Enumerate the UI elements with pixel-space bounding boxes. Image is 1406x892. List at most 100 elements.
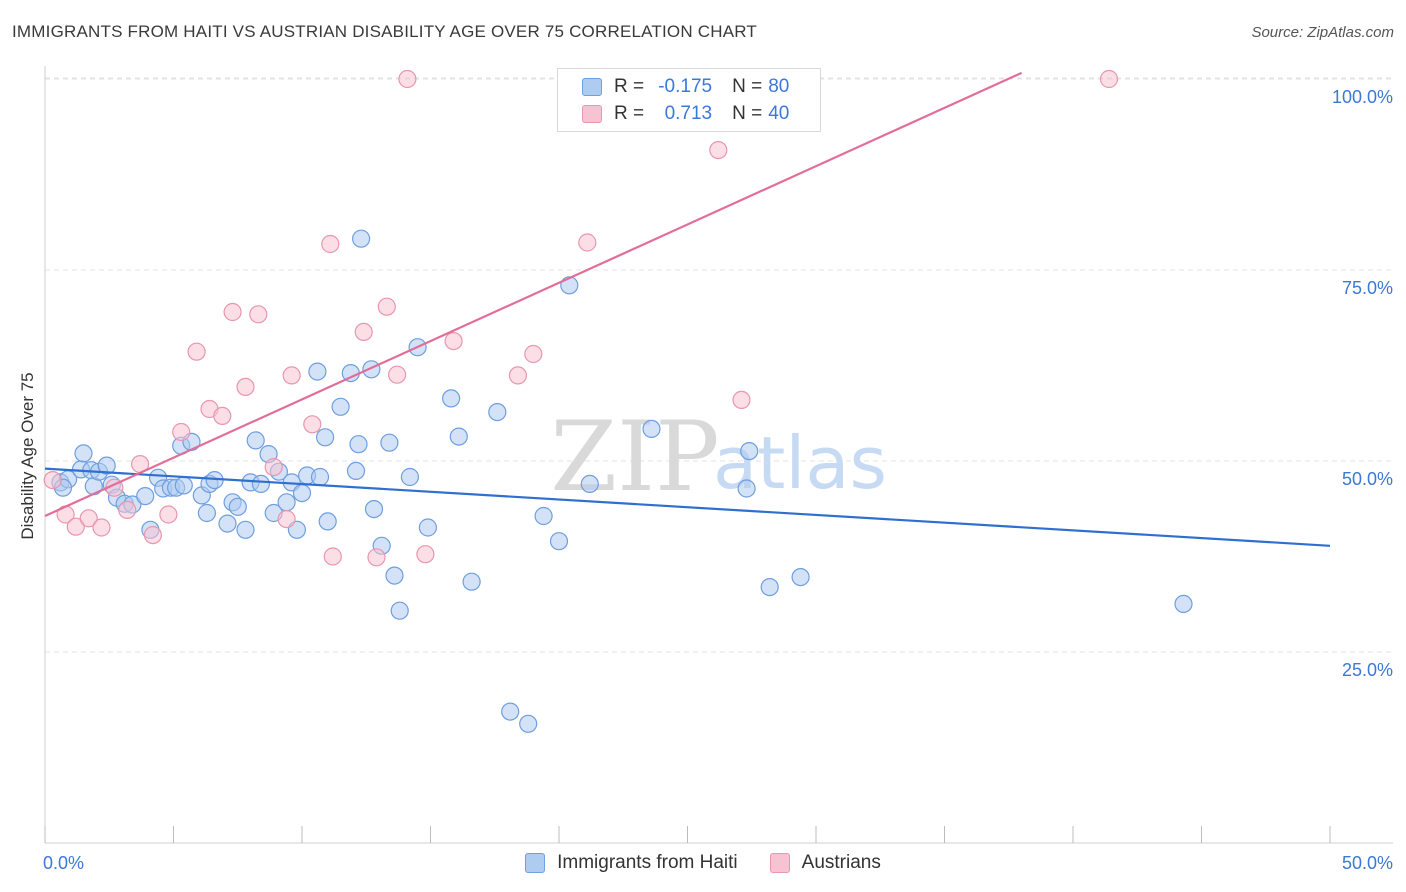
data-point-austrians: [249, 305, 268, 324]
data-point-austrians: [709, 141, 728, 160]
legend-label-haiti: Immigrants from Haiti: [557, 852, 738, 873]
data-point-haiti: [737, 479, 756, 498]
n-label: N =: [732, 76, 763, 97]
data-point-austrians: [416, 545, 435, 564]
data-point-austrians: [66, 517, 85, 536]
data-point-haiti: [352, 229, 371, 248]
legend-item-austrians: Austrians: [769, 852, 881, 874]
data-point-haiti: [385, 566, 404, 585]
axes: [44, 66, 1393, 844]
grid-lines: [45, 77, 1393, 653]
data-point-austrians: [236, 377, 255, 396]
chart-title: IMMIGRANTS FROM HAITI VS AUSTRIAN DISABI…: [12, 22, 757, 41]
data-point-austrians: [321, 234, 340, 254]
r-label: R =: [614, 76, 645, 97]
data-point-haiti: [228, 497, 247, 516]
data-point-austrians: [159, 505, 178, 524]
tick-labels: 25.0% 50.0% 75.0% 100.0% 0.0% 50.0%: [43, 87, 1393, 873]
data-point-haiti: [488, 403, 507, 422]
legend-swatch-austrians: [582, 105, 602, 123]
n-value: 80: [768, 76, 790, 97]
data-point-haiti: [236, 520, 255, 539]
data-point-haiti: [560, 276, 579, 295]
legend-label-austrians: Austrians: [801, 852, 881, 873]
r-value: -0.175: [658, 76, 713, 97]
trend-line-austrians: [44, 71, 1023, 518]
watermark-zip: ZIP: [550, 401, 719, 513]
data-point-haiti: [740, 442, 759, 461]
data-point-austrians: [524, 344, 543, 364]
data-point-haiti: [390, 601, 409, 620]
data-point-haiti: [136, 487, 155, 506]
data-point-austrians: [367, 548, 386, 567]
data-point-haiti: [362, 360, 381, 379]
y-tick-label: 75.0%: [1342, 278, 1393, 298]
legend-swatch-haiti: [582, 78, 602, 96]
legend-item-haiti: Immigrants from Haiti: [525, 852, 738, 874]
series-legend: Immigrants from Haiti Austrians: [0, 852, 1406, 874]
data-point-austrians: [277, 509, 296, 529]
data-point-haiti: [519, 714, 538, 733]
data-point-haiti: [549, 532, 569, 551]
data-point-austrians: [92, 518, 111, 537]
data-point-austrians: [118, 500, 137, 519]
data-point-austrians: [187, 342, 206, 361]
data-point-austrians: [444, 332, 463, 351]
data-point-austrians: [172, 422, 191, 442]
correlation-legend: R = -0.175 N = 80 R = 0.713 N = 40: [557, 68, 821, 132]
data-point-austrians: [508, 366, 528, 385]
data-point-haiti: [316, 428, 335, 447]
series-haiti-points: [51, 229, 1193, 733]
source-label: Source: ZipAtlas.com: [1251, 24, 1394, 41]
x-tick-label: 0.0%: [43, 853, 84, 873]
data-point-haiti: [462, 572, 481, 591]
r-value: 0.713: [664, 103, 713, 124]
n-label: N =: [732, 103, 763, 124]
data-point-haiti: [308, 362, 327, 381]
data-point-haiti: [418, 518, 437, 537]
data-point-haiti: [318, 512, 337, 531]
data-point-haiti: [380, 433, 399, 452]
data-point-haiti: [791, 567, 810, 587]
data-point-austrians: [264, 458, 283, 477]
data-point-austrians: [377, 297, 396, 316]
y-tick-label: 50.0%: [1342, 469, 1393, 489]
data-point-haiti: [292, 484, 312, 503]
legend-swatch-austrians: [769, 853, 790, 873]
data-point-haiti: [97, 456, 116, 475]
legend-row-austrians: R = 0.713 N = 40: [582, 101, 789, 127]
data-point-austrians: [43, 471, 62, 490]
n-value: 40: [768, 103, 790, 124]
r-label: R =: [614, 103, 645, 124]
y-tick-label: 100.0%: [1332, 87, 1393, 107]
legend-swatch-haiti: [525, 853, 546, 873]
data-point-austrians: [732, 390, 751, 409]
data-point-austrians: [388, 365, 407, 384]
data-point-austrians: [143, 525, 162, 545]
data-point-haiti: [246, 431, 265, 450]
data-point-austrians: [1099, 69, 1119, 89]
trend-lines: [44, 71, 1331, 547]
data-point-haiti: [534, 506, 553, 526]
data-point-haiti: [346, 461, 366, 480]
data-point-austrians: [79, 509, 98, 528]
trend-line-haiti: [44, 467, 1331, 547]
data-point-haiti: [349, 435, 368, 454]
data-point-haiti: [310, 467, 330, 487]
data-point-austrians: [303, 415, 322, 434]
data-point-austrians: [354, 322, 373, 341]
data-point-haiti: [400, 467, 419, 487]
y-tick-label: 25.0%: [1342, 660, 1393, 680]
y-axis-label: Disability Age Over 75: [18, 372, 37, 539]
data-point-haiti: [501, 702, 520, 721]
data-point-austrians: [282, 366, 301, 385]
data-point-haiti: [331, 397, 350, 416]
data-point-haiti: [364, 500, 384, 519]
data-point-austrians: [398, 69, 417, 89]
data-point-haiti: [442, 389, 461, 408]
data-point-haiti: [642, 419, 661, 438]
data-point-haiti: [277, 493, 296, 512]
data-point-haiti: [174, 476, 193, 495]
data-point-haiti: [251, 474, 270, 493]
